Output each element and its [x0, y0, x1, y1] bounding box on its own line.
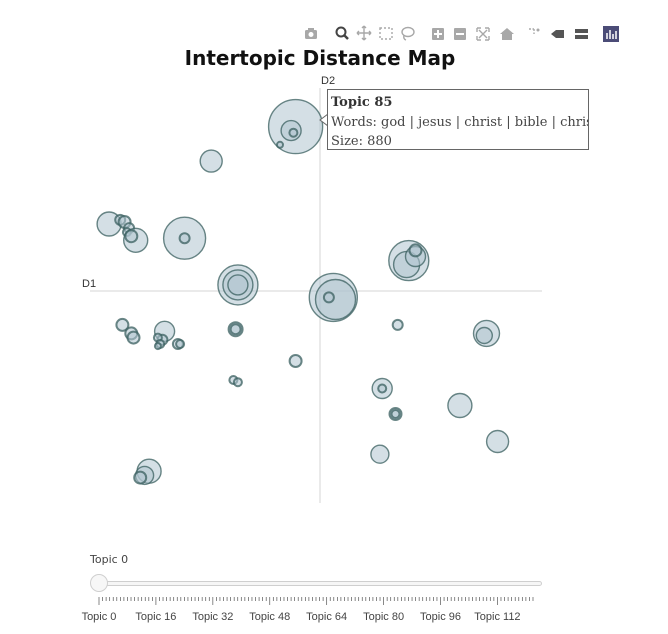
pan-icon[interactable]: [355, 24, 373, 44]
topic-bubble[interactable]: [276, 140, 284, 149]
slider-handle[interactable]: [90, 574, 108, 592]
zoom-icon[interactable]: [333, 24, 351, 44]
topic-bubble[interactable]: [126, 330, 141, 345]
topic-bubble[interactable]: [175, 339, 186, 349]
autoscale-icon[interactable]: [474, 24, 492, 44]
topic-bubble[interactable]: [370, 444, 390, 464]
topic-bubble[interactable]: [288, 127, 299, 138]
topic-bubble[interactable]: [153, 342, 162, 351]
topic-bubble[interactable]: [199, 149, 223, 173]
topic-bubble[interactable]: [229, 323, 242, 336]
topic-bubble[interactable]: [178, 232, 191, 245]
lasso-select-icon[interactable]: [398, 24, 416, 44]
tooltip-words: Words: god | jesus | christ | bible | ch…: [331, 114, 588, 130]
hover-closest-icon[interactable]: [548, 24, 566, 44]
topic-bubble[interactable]: [391, 318, 404, 331]
topic-bubbles: [96, 98, 510, 486]
hover-compare-icon[interactable]: [572, 24, 590, 44]
topic-bubble[interactable]: [322, 291, 335, 304]
x-axis-label: D1: [82, 278, 96, 290]
topic-bubble[interactable]: [232, 377, 243, 388]
topic-bubble[interactable]: [288, 354, 303, 368]
y-axis-label: D2: [321, 75, 335, 87]
tooltip-title: Topic 85: [331, 95, 393, 110]
topic-bubble[interactable]: [475, 326, 493, 345]
topic-bubble[interactable]: [408, 243, 423, 258]
topic-bubble[interactable]: [124, 229, 139, 244]
zoom-in-icon[interactable]: [429, 24, 447, 44]
box-select-icon[interactable]: [377, 24, 395, 44]
topic-bubble[interactable]: [377, 383, 388, 394]
chart-title: Intertopic Distance Map: [184, 46, 456, 70]
zoom-out-icon[interactable]: [451, 24, 469, 44]
plotly-logo-icon[interactable]: [602, 24, 620, 44]
tooltip-size: Size: 880: [331, 134, 392, 149]
camera-icon[interactable]: [302, 24, 320, 44]
topic-bubble[interactable]: [314, 278, 357, 321]
topic-bubble[interactable]: [485, 429, 510, 454]
spike-lines-icon[interactable]: [526, 24, 544, 44]
hover-tooltip: Topic 85 Words: god | jesus | christ | b…: [327, 89, 589, 150]
slider-rail[interactable]: [92, 581, 542, 586]
reset-axes-icon[interactable]: [498, 24, 516, 44]
topic-bubble[interactable]: [227, 274, 249, 296]
topic-bubble[interactable]: [447, 392, 473, 419]
topic-bubble[interactable]: [390, 409, 401, 419]
topic-bubble[interactable]: [133, 470, 148, 485]
topic-bubble[interactable]: [115, 317, 130, 332]
slider-current-label: Topic 0: [90, 553, 129, 566]
